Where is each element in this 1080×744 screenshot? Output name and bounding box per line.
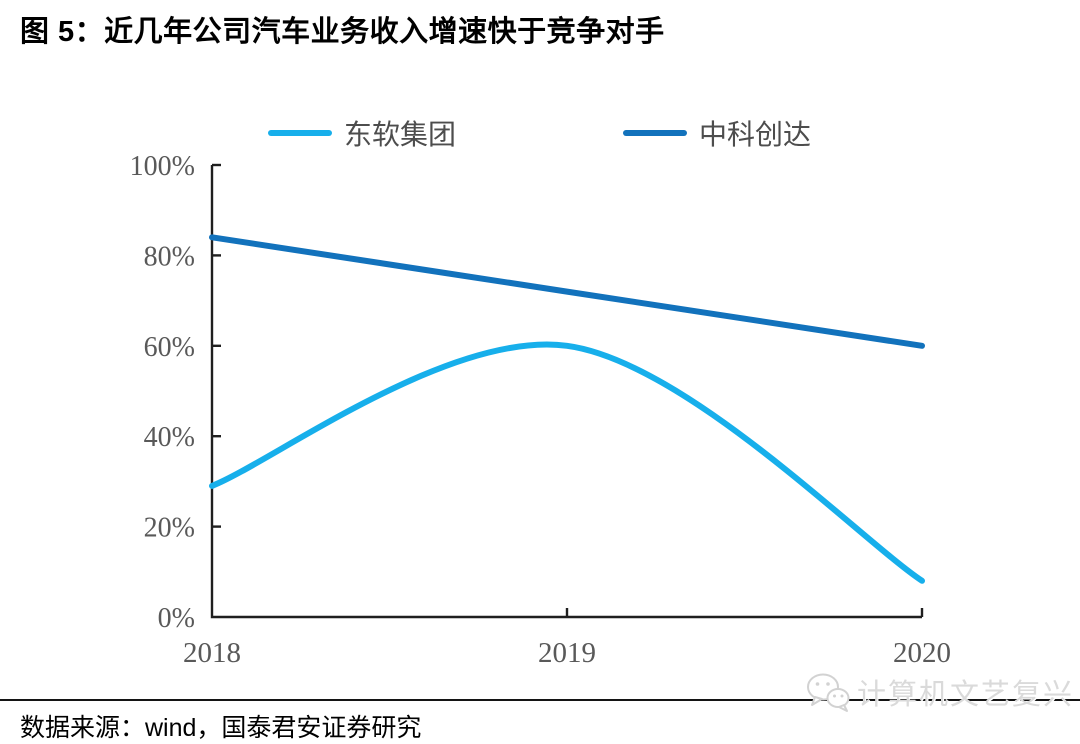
chart-legend: 东软集团 中科创达 (0, 116, 1080, 150)
y-tick-label: 80% (144, 241, 195, 272)
x-tick-label: 2018 (183, 637, 241, 669)
y-tick-label: 100% (130, 151, 195, 182)
legend-label-zhongke: 中科创达 (699, 119, 812, 150)
y-tick-label: 20% (144, 513, 195, 544)
data-source: 数据来源：wind，国泰君安证券研究 (20, 714, 422, 742)
footer-divider (0, 699, 1080, 701)
legend-item-dongruan: 东软集团 (268, 116, 456, 150)
series-line-东软集团 (209, 341, 925, 584)
watermark: 计算机文艺复兴 (805, 670, 1074, 714)
legend-swatch-zhongke (623, 130, 687, 136)
axes (210, 165, 922, 619)
legend-label-dongruan: 东软集团 (344, 119, 457, 150)
figure-title: 图 5：近几年公司汽车业务收入增速快于竞争对手 (20, 16, 665, 48)
x-tick-label: 2019 (538, 637, 596, 669)
wechat-icon (807, 673, 850, 712)
y-tick-label: 40% (144, 422, 195, 453)
y-tick-label: 60% (144, 332, 195, 363)
series-line-中科创达 (209, 234, 925, 349)
watermark-text: 计算机文艺复兴 (857, 679, 1075, 711)
x-tick-label: 2020 (893, 637, 951, 669)
legend-item-zhongke: 中科创达 (623, 116, 811, 150)
y-tick-label: 0% (158, 603, 195, 634)
legend-swatch-dongruan (268, 130, 332, 136)
